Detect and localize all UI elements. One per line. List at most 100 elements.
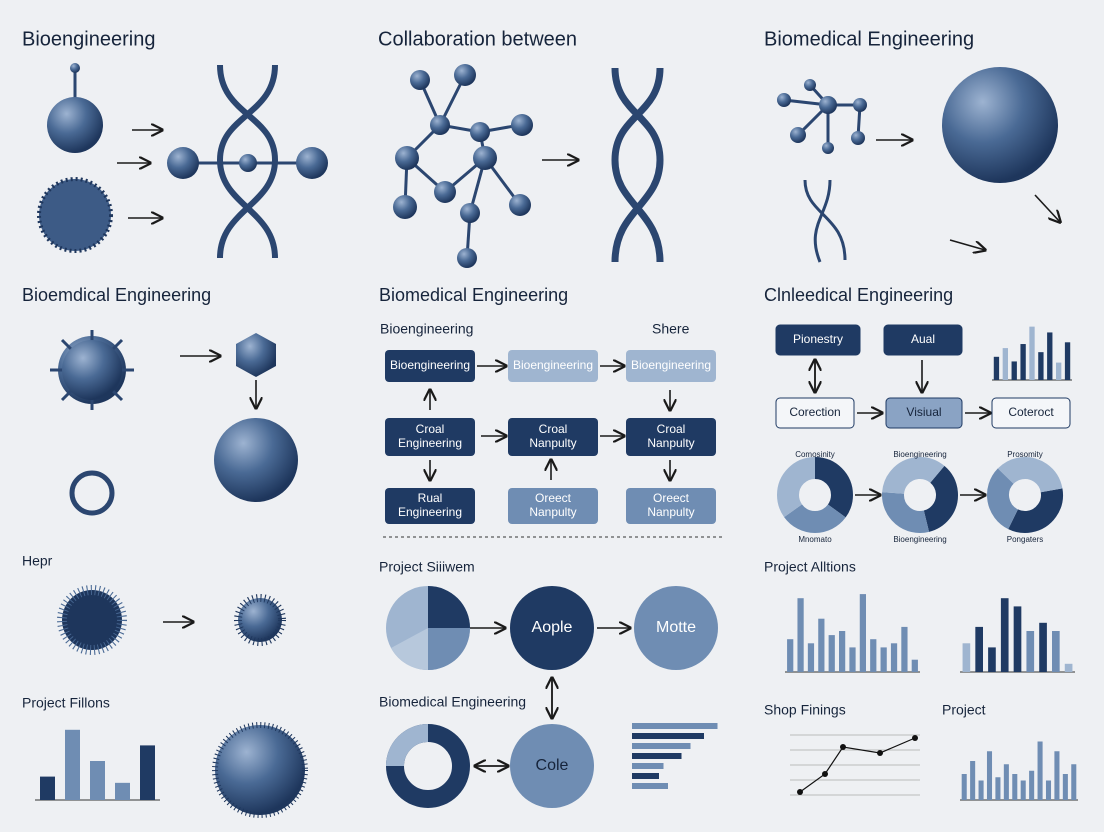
bar [1052, 631, 1060, 672]
node-circle [510, 724, 594, 808]
bar [962, 643, 971, 672]
flow-box-label: Pionestry [793, 332, 843, 346]
bar [1071, 764, 1077, 800]
donut-segment [777, 457, 853, 533]
molecules [37, 63, 1060, 818]
flow-box [385, 488, 475, 524]
bar [787, 639, 794, 672]
pie-slice [428, 628, 470, 670]
donut-segment [882, 457, 958, 533]
flow-box [626, 350, 716, 382]
flow-box-label: Bioengineering [390, 358, 470, 372]
flow-box-label: Rual Engineering [398, 491, 462, 519]
bar [807, 643, 815, 672]
bar [632, 763, 664, 769]
flow-box-label: Corection [789, 405, 840, 419]
bar [818, 618, 825, 672]
bar [632, 733, 704, 739]
bar [1013, 606, 1022, 672]
bar [1062, 774, 1068, 800]
bar [1011, 361, 1017, 380]
flow-box [775, 397, 855, 429]
donut-segment [777, 457, 853, 533]
label: Aople [532, 619, 573, 636]
bar [978, 780, 984, 800]
bar [632, 783, 668, 789]
flow-box [385, 418, 475, 456]
bar [1020, 344, 1026, 380]
flow-box [508, 350, 598, 382]
bar [632, 773, 659, 779]
bar [1029, 770, 1035, 800]
line [799, 737, 916, 793]
bar [90, 761, 105, 800]
bar [1000, 598, 1009, 672]
bar [995, 777, 1001, 800]
flow-box-label: Oreect Nanpulty [647, 491, 694, 519]
node-circle [634, 586, 718, 670]
bar [1047, 332, 1053, 380]
bar [986, 751, 993, 800]
bar [839, 631, 846, 672]
label: Shere [652, 321, 690, 337]
flow-box [775, 324, 861, 356]
flow-box-label: Croal Engineering [398, 422, 462, 450]
bar [797, 598, 804, 672]
section-title: Project Fillons [22, 695, 110, 711]
flow-box [883, 324, 963, 356]
label: Prosomity [1007, 450, 1043, 459]
bar [961, 774, 967, 800]
section-title: Biomedical Engineering [379, 694, 526, 710]
bar [1012, 774, 1018, 800]
bar [40, 776, 55, 800]
flow-box [508, 418, 598, 456]
section-title: Shop Finings [764, 702, 846, 718]
flow-box [508, 488, 598, 524]
flow-box-label: Bioengineering [513, 358, 593, 372]
bar [1064, 342, 1071, 380]
bar [911, 659, 918, 672]
flow-box [626, 418, 716, 456]
donut-segment [987, 457, 1063, 533]
label: Bioengineering [893, 450, 946, 459]
section-title: Biomedical Engineering [764, 28, 974, 50]
bar [1038, 352, 1044, 380]
bar [1037, 741, 1043, 800]
flow-box-label: Visiual [906, 405, 941, 419]
label: Bioengineering [380, 321, 473, 337]
bar [901, 626, 908, 672]
bar [632, 743, 691, 749]
bar [890, 643, 898, 672]
section-title: Bioemdical Engineering [22, 285, 211, 305]
bar [975, 626, 983, 672]
section-title: Project Siiiwem [379, 559, 475, 575]
bar [849, 647, 856, 672]
label: Comosinity [795, 450, 835, 459]
section-title: Collaboration between [378, 28, 577, 50]
bar [1064, 663, 1073, 672]
bar [859, 594, 866, 672]
bar [880, 647, 887, 672]
bar [1026, 631, 1035, 672]
label: Pongaters [1007, 535, 1043, 544]
bar [870, 639, 877, 672]
node-circle [510, 586, 594, 670]
bar [1003, 764, 1009, 800]
bar [632, 753, 682, 759]
section-title: Project [942, 702, 986, 718]
section-title: Biomedical Engineering [379, 285, 568, 305]
bar [1020, 780, 1026, 800]
pie-slice [391, 628, 428, 671]
section-title: Hepr [22, 553, 53, 569]
bar [1002, 348, 1008, 380]
label: Mnomato [798, 535, 832, 544]
donut [386, 724, 429, 767]
flow-box [385, 350, 475, 382]
bar [140, 745, 155, 800]
bar [988, 647, 996, 672]
flow-box-label: Bioengineering [631, 358, 711, 372]
section-title: Project Alltions [764, 559, 856, 575]
bar [1054, 751, 1060, 800]
bar [1029, 326, 1035, 380]
